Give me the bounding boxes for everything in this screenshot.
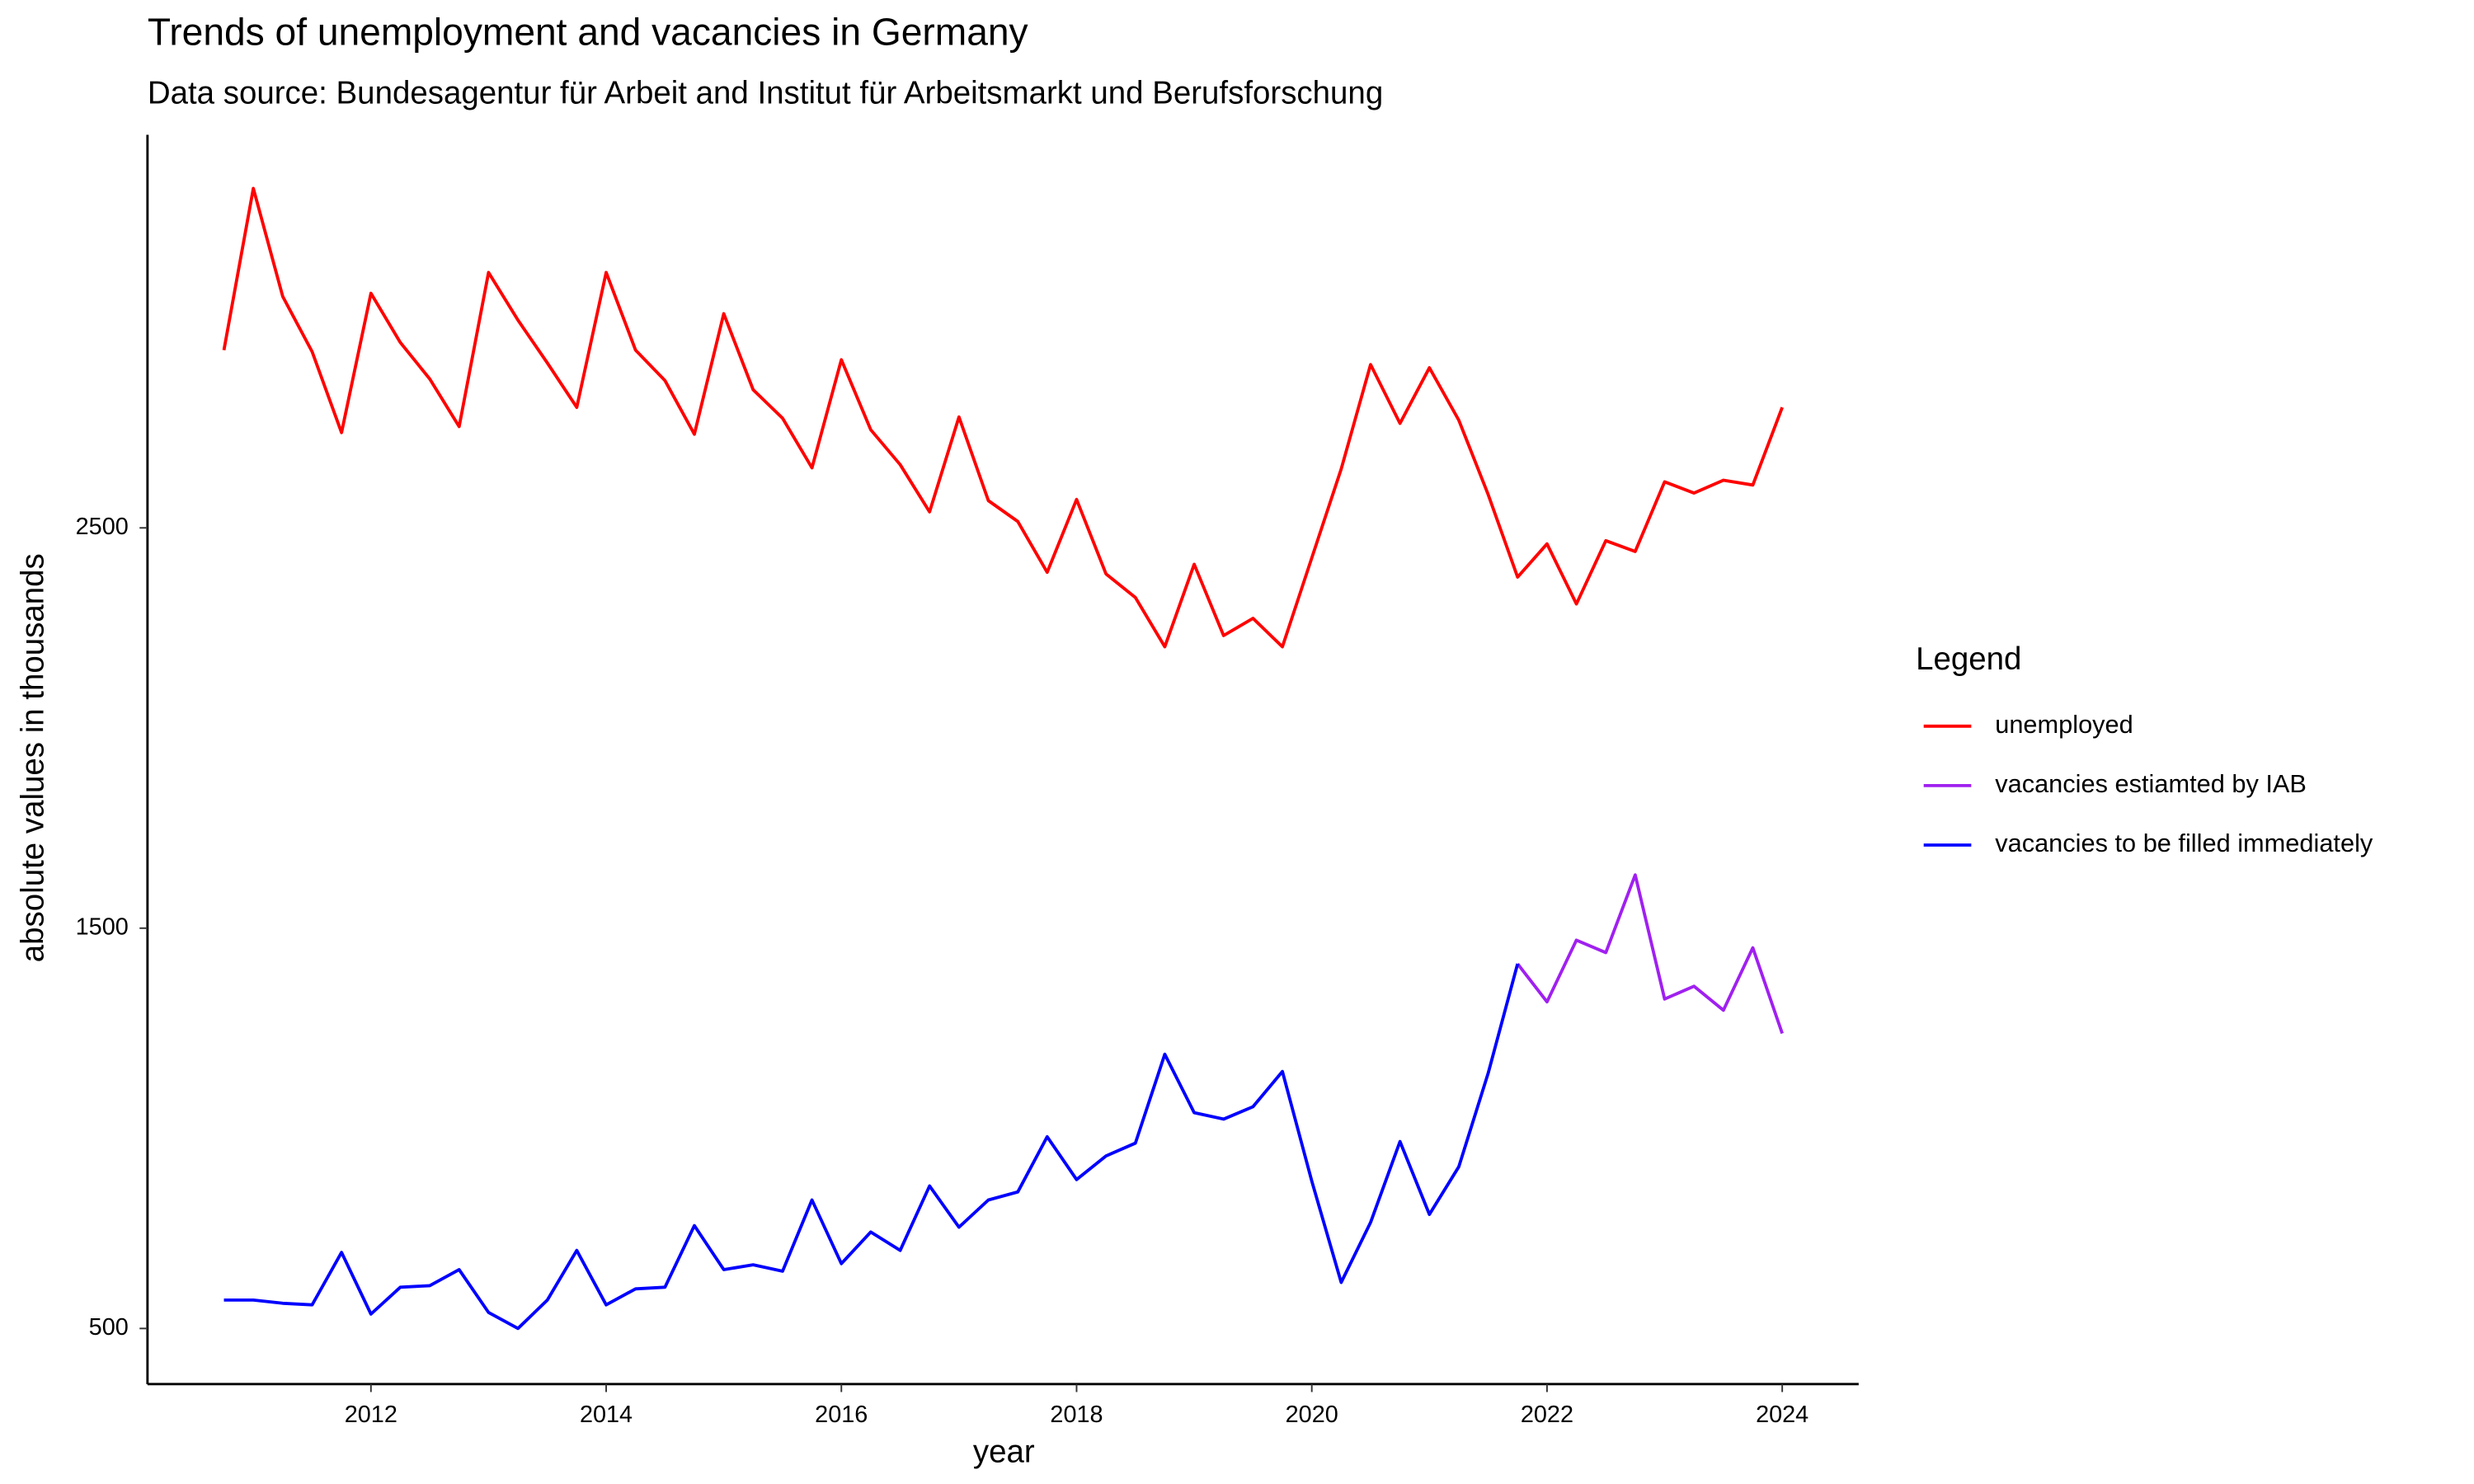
- series-line: [1516, 873, 1784, 1035]
- legend-label: unemployed: [1995, 710, 2133, 739]
- x-tick-label: 2024: [1756, 1402, 1808, 1428]
- chart-subtitle: Data source: Bundesagentur für Arbeit an…: [148, 76, 1383, 111]
- x-tick-label: 2016: [815, 1402, 868, 1428]
- y-tick-label: 2500: [76, 514, 129, 540]
- y-tick-label: 1500: [76, 913, 129, 940]
- x-tick-label: 2014: [580, 1402, 633, 1428]
- legend-title: Legend: [1916, 641, 2021, 677]
- y-tick-label: 500: [89, 1314, 129, 1341]
- chart-title: Trends of unemployment and vacancies in …: [148, 10, 1028, 53]
- legend-label: vacancies estiamted by IAB: [1995, 769, 2307, 798]
- series-line: [223, 963, 1520, 1331]
- x-tick-label: 2018: [1050, 1402, 1103, 1428]
- x-tick-label: 2012: [345, 1402, 397, 1428]
- x-tick-label: 2020: [1286, 1402, 1338, 1428]
- legend-label: vacancies to be filled immediately: [1995, 829, 2373, 857]
- x-axis-label: year: [973, 1435, 1035, 1470]
- series-line: [222, 186, 1784, 649]
- y-axis-label: absolute values in thousands: [15, 553, 50, 962]
- x-tick-label: 2022: [1521, 1402, 1573, 1428]
